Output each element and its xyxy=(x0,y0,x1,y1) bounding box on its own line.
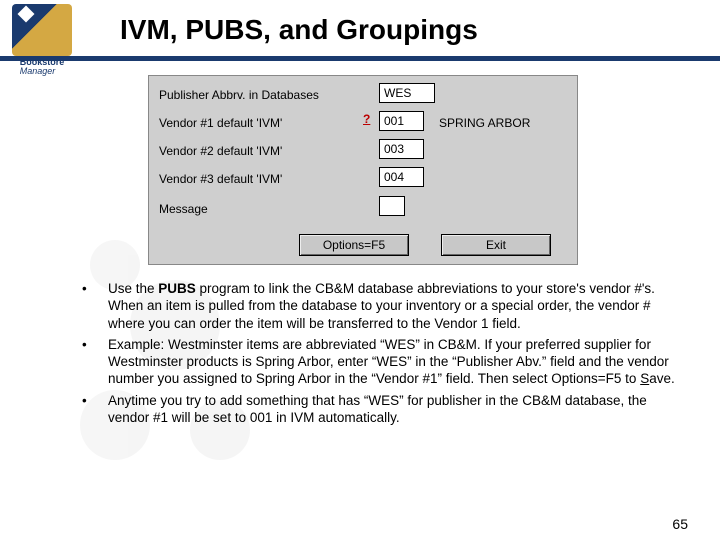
vendor2-label: Vendor #2 default 'IVM' xyxy=(159,144,282,158)
pub-abbrv-input[interactable]: WES xyxy=(379,83,435,103)
bullet-3-text: Anytime you try to add something that ha… xyxy=(108,393,647,425)
logo: Bookstore Manager xyxy=(6,4,78,79)
title-rule xyxy=(0,56,720,61)
exit-button[interactable]: Exit xyxy=(441,234,551,256)
bullet-1: Use the PUBS program to link the CB&M da… xyxy=(74,280,690,332)
vendor3-input[interactable]: 004 xyxy=(379,167,424,187)
bullet-list: Use the PUBS program to link the CB&M da… xyxy=(74,280,690,430)
vendor3-label: Vendor #3 default 'IVM' xyxy=(159,172,282,186)
bullet-2-underline: S xyxy=(640,371,649,386)
vendor1-label: Vendor #1 default 'IVM' xyxy=(159,116,282,130)
options-button[interactable]: Options=F5 xyxy=(299,234,409,256)
pub-abbrv-label: Publisher Abbrv. in Databases xyxy=(159,88,319,102)
vendor1-input[interactable]: 001 xyxy=(379,111,424,131)
message-input[interactable] xyxy=(379,196,405,216)
bullet-1-pre: Use the xyxy=(108,281,158,296)
bullet-3: Anytime you try to add something that ha… xyxy=(74,392,690,427)
slide-number: 65 xyxy=(672,516,688,532)
vendor1-name: SPRING ARBOR xyxy=(439,116,530,130)
bullet-2-tail: ave. xyxy=(649,371,675,386)
bullet-2-text: Example: Westminster items are abbreviat… xyxy=(108,337,669,387)
help-icon[interactable]: ? xyxy=(363,112,370,126)
page-title: IVM, PUBS, and Groupings xyxy=(120,14,478,46)
pubs-form-panel: Publisher Abbrv. in Databases WES Vendor… xyxy=(148,75,578,265)
logo-art xyxy=(12,4,72,56)
vendor2-input[interactable]: 003 xyxy=(379,139,424,159)
bullet-1-bold: PUBS xyxy=(158,281,196,296)
message-label: Message xyxy=(159,202,208,216)
bullet-2: Example: Westminster items are abbreviat… xyxy=(74,336,690,388)
logo-line2: Manager xyxy=(20,66,56,76)
